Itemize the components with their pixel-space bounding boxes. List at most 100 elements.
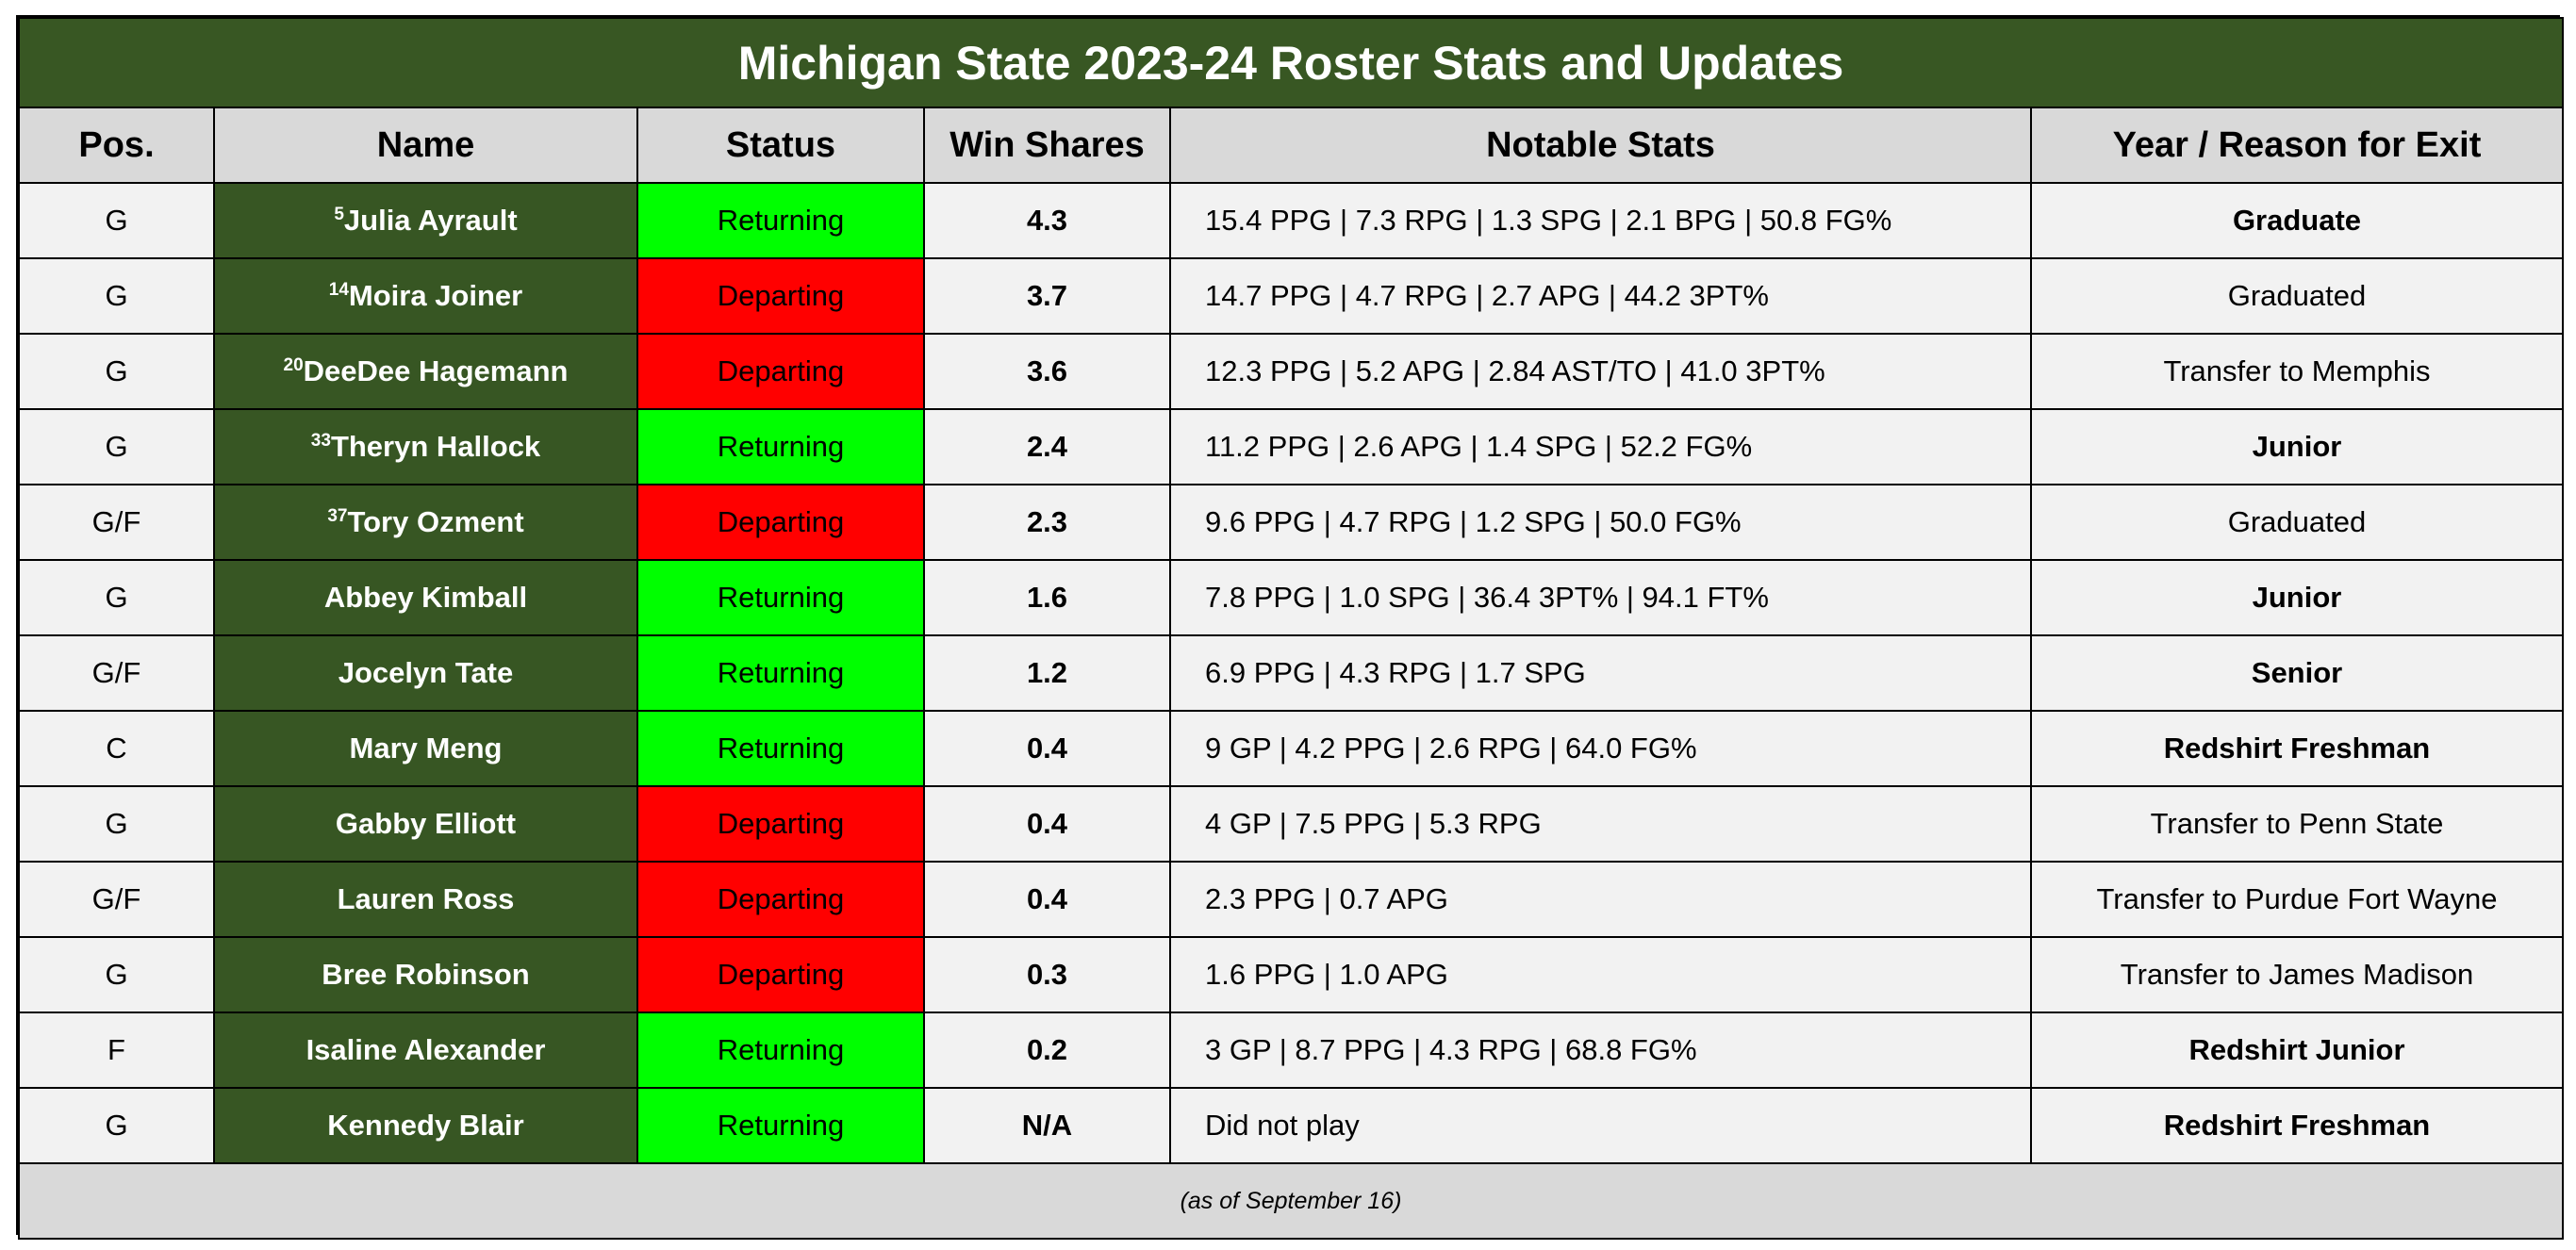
cell-year-exit: Transfer to James Madison bbox=[2030, 936, 2564, 1013]
cell-notable-stats: Did not play bbox=[1169, 1087, 2032, 1164]
roster-table: Michigan State 2023-24 Roster Stats and … bbox=[16, 15, 2564, 1240]
status-badge: Departing bbox=[636, 861, 925, 938]
cell-name: Kennedy Blair bbox=[213, 1087, 638, 1164]
cell-win-shares: 1.2 bbox=[923, 634, 1171, 712]
table-body: G 5Julia Ayrault Returning 4.3 15.4 PPG | 7.… bbox=[18, 182, 2564, 1164]
cell-pos: G bbox=[18, 559, 215, 636]
cell-year-exit: Graduated bbox=[2030, 484, 2564, 561]
cell-name: 20DeeDee Hagemann bbox=[213, 333, 638, 410]
jersey-number: 5 bbox=[334, 205, 344, 224]
cell-notable-stats: 2.3 PPG | 0.7 APG bbox=[1169, 861, 2032, 938]
header-year-exit: Year / Reason for Exit bbox=[2030, 107, 2564, 184]
table-row: G 33Theryn Hallock Returning 2.4 11.2 PPG | … bbox=[18, 408, 2564, 485]
status-badge: Departing bbox=[636, 936, 925, 1013]
table-row: G 20DeeDee Hagemann Departing 3.6 12.3 PPG |… bbox=[18, 333, 2564, 410]
status-badge: Departing bbox=[636, 484, 925, 561]
cell-year-exit: Redshirt Freshman bbox=[2030, 1087, 2564, 1164]
cell-pos: G/F bbox=[18, 861, 215, 938]
jersey-number: 33 bbox=[310, 431, 331, 451]
cell-win-shares: 2.4 bbox=[923, 408, 1171, 485]
table-row: G Gabby Elliott Departing 0.4 4 GP | 7.5 PPG… bbox=[18, 785, 2564, 863]
status-badge: Returning bbox=[636, 1012, 925, 1089]
header-win-shares: Win Shares bbox=[923, 107, 1171, 184]
status-badge: Returning bbox=[636, 1087, 925, 1164]
header-status: Status bbox=[636, 107, 925, 184]
player-name: DeeDee Hagemann bbox=[303, 354, 569, 387]
roster-grid: Michigan State 2023-24 Roster Stats and … bbox=[18, 17, 2564, 1240]
header-pos: Pos. bbox=[18, 107, 215, 184]
jersey-number: 37 bbox=[327, 506, 348, 526]
cell-win-shares: 1.6 bbox=[923, 559, 1171, 636]
cell-name: Mary Meng bbox=[213, 710, 638, 787]
status-badge: Departing bbox=[636, 333, 925, 410]
cell-pos: G bbox=[18, 257, 215, 335]
status-badge: Returning bbox=[636, 559, 925, 636]
status-badge: Departing bbox=[636, 257, 925, 335]
cell-win-shares: N/A bbox=[923, 1087, 1171, 1164]
cell-notable-stats: 3 GP | 8.7 PPG | 4.3 RPG | 68.8 FG% bbox=[1169, 1012, 2032, 1089]
cell-name: Jocelyn Tate bbox=[213, 634, 638, 712]
cell-pos: G bbox=[18, 936, 215, 1013]
cell-win-shares: 2.3 bbox=[923, 484, 1171, 561]
table-row: G 14Moira Joiner Departing 3.7 14.7 PPG | 4.… bbox=[18, 257, 2564, 335]
jersey-number: 20 bbox=[283, 355, 304, 375]
cell-name: 33Theryn Hallock bbox=[213, 408, 638, 485]
cell-pos: G/F bbox=[18, 484, 215, 561]
cell-notable-stats: 7.8 PPG | 1.0 SPG | 36.4 3PT% | 94.1 FT% bbox=[1169, 559, 2032, 636]
cell-notable-stats: 1.6 PPG | 1.0 APG bbox=[1169, 936, 2032, 1013]
cell-pos: G/F bbox=[18, 634, 215, 712]
cell-win-shares: 0.4 bbox=[923, 710, 1171, 787]
cell-pos: G bbox=[18, 1087, 215, 1164]
table-row: G 5Julia Ayrault Returning 4.3 15.4 PPG | 7.… bbox=[18, 182, 2564, 259]
table-title: Michigan State 2023-24 Roster Stats and … bbox=[18, 17, 2564, 108]
table-row: G Abbey Kimball Returning 1.6 7.8 PPG | 1.0 … bbox=[18, 559, 2564, 636]
cell-notable-stats: 11.2 PPG | 2.6 APG | 1.4 SPG | 52.2 FG% bbox=[1169, 408, 2032, 485]
status-badge: Returning bbox=[636, 710, 925, 787]
cell-win-shares: 0.3 bbox=[923, 936, 1171, 1013]
status-badge: Departing bbox=[636, 785, 925, 863]
footer-row: (as of September 16) bbox=[18, 1162, 2564, 1240]
player-name: Kennedy Blair bbox=[327, 1109, 524, 1142]
table-row: F Isaline Alexander Returning 0.2 3 GP | 8.7… bbox=[18, 1012, 2564, 1089]
header-name: Name bbox=[213, 107, 638, 184]
cell-pos: G bbox=[18, 785, 215, 863]
cell-year-exit: Graduated bbox=[2030, 257, 2564, 335]
cell-pos: G bbox=[18, 182, 215, 259]
cell-win-shares: 0.4 bbox=[923, 861, 1171, 938]
cell-notable-stats: 12.3 PPG | 5.2 APG | 2.84 AST/TO | 41.0 … bbox=[1169, 333, 2032, 410]
cell-notable-stats: 4 GP | 7.5 PPG | 5.3 RPG bbox=[1169, 785, 2032, 863]
cell-name: Bree Robinson bbox=[213, 936, 638, 1013]
cell-name: Isaline Alexander bbox=[213, 1012, 638, 1089]
cell-win-shares: 0.2 bbox=[923, 1012, 1171, 1089]
title-row: Michigan State 2023-24 Roster Stats and … bbox=[18, 17, 2564, 108]
table-row: C Mary Meng Returning 0.4 9 GP | 4.2 PPG | 2… bbox=[18, 710, 2564, 787]
player-name: Mary Meng bbox=[349, 732, 503, 765]
cell-year-exit: Redshirt Junior bbox=[2030, 1012, 2564, 1089]
table-row: G/F Lauren Ross Departing 0.4 2.3 PPG | 0.7 … bbox=[18, 861, 2564, 938]
cell-win-shares: 3.6 bbox=[923, 333, 1171, 410]
jersey-number: 14 bbox=[328, 280, 349, 300]
table-row: G/F 37Tory Ozment Departing 2.3 9.6 PPG | 4.… bbox=[18, 484, 2564, 561]
cell-name: 5Julia Ayrault bbox=[213, 182, 638, 259]
cell-notable-stats: 14.7 PPG | 4.7 RPG | 2.7 APG | 44.2 3PT% bbox=[1169, 257, 2032, 335]
table-row: G Kennedy Blair Returning N/A Did not play Re… bbox=[18, 1087, 2564, 1164]
cell-year-exit: Junior bbox=[2030, 408, 2564, 485]
cell-name: 14Moira Joiner bbox=[213, 257, 638, 335]
cell-year-exit: Transfer to Memphis bbox=[2030, 333, 2564, 410]
status-badge: Returning bbox=[636, 634, 925, 712]
cell-year-exit: Transfer to Penn State bbox=[2030, 785, 2564, 863]
cell-year-exit: Junior bbox=[2030, 559, 2564, 636]
table-row: G/F Jocelyn Tate Returning 1.2 6.9 PPG | 4.3… bbox=[18, 634, 2564, 712]
cell-notable-stats: 15.4 PPG | 7.3 RPG | 1.3 SPG | 2.1 BPG |… bbox=[1169, 182, 2032, 259]
cell-win-shares: 0.4 bbox=[923, 785, 1171, 863]
cell-name: Gabby Elliott bbox=[213, 785, 638, 863]
cell-year-exit: Graduate bbox=[2030, 182, 2564, 259]
status-badge: Returning bbox=[636, 182, 925, 259]
footer-note: (as of September 16) bbox=[18, 1162, 2564, 1240]
player-name: Julia Ayrault bbox=[343, 204, 518, 237]
player-name: Gabby Elliott bbox=[335, 807, 517, 840]
player-name: Lauren Ross bbox=[337, 882, 515, 915]
cell-win-shares: 4.3 bbox=[923, 182, 1171, 259]
player-name: Jocelyn Tate bbox=[338, 656, 514, 689]
status-badge: Returning bbox=[636, 408, 925, 485]
